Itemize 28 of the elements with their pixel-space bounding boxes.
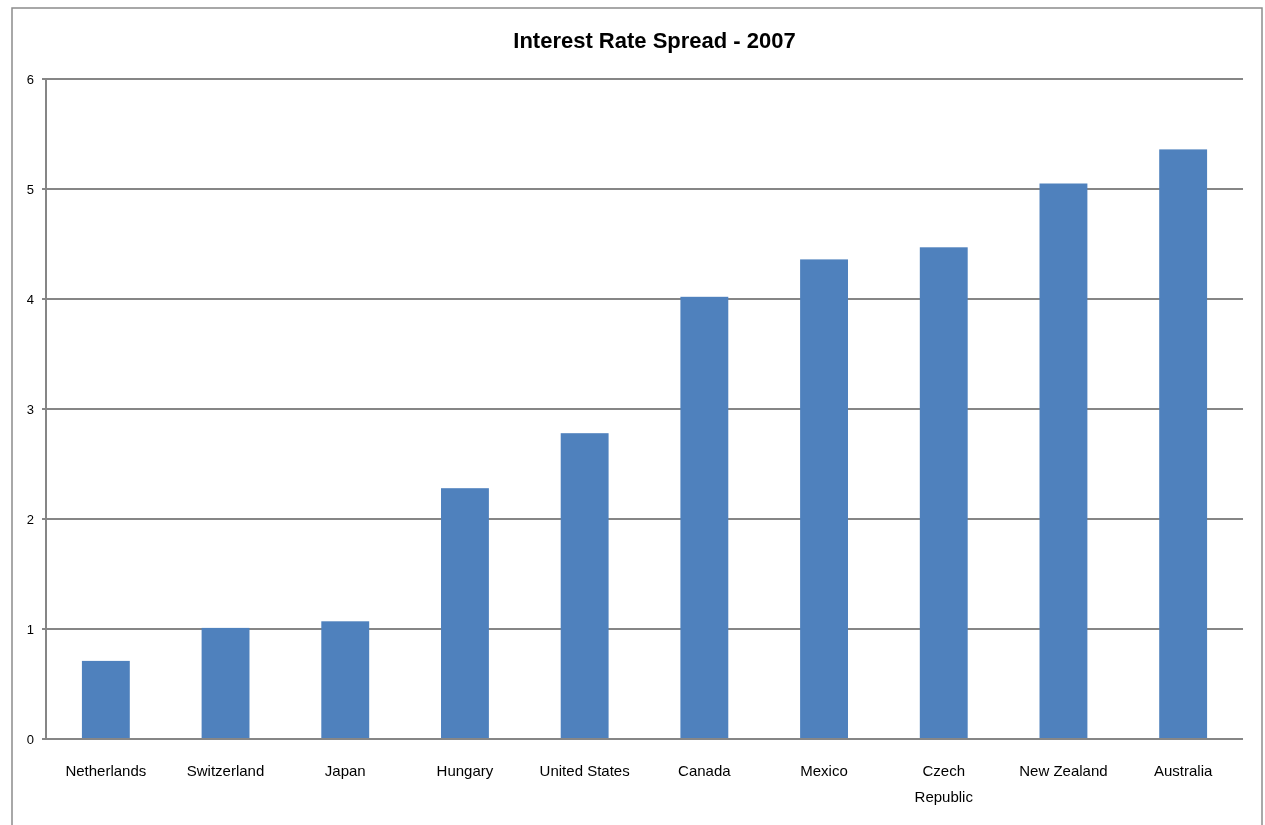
y-tick-label: 5 <box>26 181 34 197</box>
bar <box>441 488 489 739</box>
x-tick-label: Japan <box>324 762 366 779</box>
x-tick-label: Netherlands <box>65 762 147 779</box>
x-tick-label: United States <box>539 762 630 779</box>
x-tick-label: Czech Republic <box>914 762 974 805</box>
bar <box>1039 183 1088 739</box>
bar <box>321 621 370 739</box>
bar <box>800 259 848 739</box>
y-tick-label: 6 <box>26 71 34 87</box>
bar <box>680 296 729 739</box>
x-tick-label: Switzerland <box>186 762 265 779</box>
bar <box>1159 149 1208 739</box>
x-tick-label: Hungary <box>436 762 494 779</box>
bar <box>81 660 130 739</box>
chart-title: Interest Rate Spread - 2007 <box>513 28 796 53</box>
bar <box>201 627 250 739</box>
x-tick-label: Canada <box>678 762 732 779</box>
bar <box>560 433 609 739</box>
x-tick-label: New Zealand <box>1019 762 1108 779</box>
x-tick-label: Mexico <box>800 762 848 779</box>
y-tick-label: 4 <box>26 291 34 307</box>
y-tick-label: 2 <box>26 511 34 527</box>
y-tick-label: 3 <box>26 401 34 417</box>
x-tick-label: Australia <box>1153 762 1213 779</box>
bar <box>919 247 968 739</box>
y-tick-label: 1 <box>26 621 34 637</box>
y-tick-label: 0 <box>26 731 34 747</box>
